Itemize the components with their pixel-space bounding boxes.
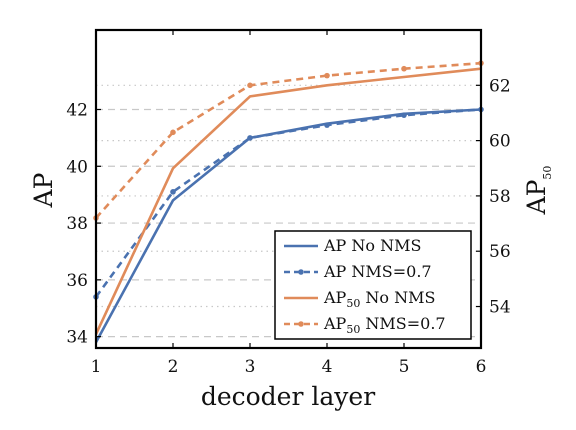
x-tick-label: 1 [91, 357, 102, 377]
y-left-tick-label: 42 [66, 101, 88, 121]
legend-label-4: AP50 NMS=0.7 [323, 314, 446, 336]
y-left-tick-label: 36 [66, 271, 88, 291]
series-line-2 [94, 108, 482, 298]
x-tick-label: 4 [322, 357, 333, 377]
y-left-tick-label: 34 [66, 328, 88, 348]
legend-marker [298, 321, 304, 327]
y-axis-left-label: AP [29, 173, 58, 209]
x-tick-label: 5 [399, 357, 410, 377]
data-point [247, 135, 253, 141]
data-point [170, 129, 176, 136]
legend: AP No NMS AP NMS=0.7 AP50 No NMS AP50 NMS=0… [274, 230, 472, 340]
y-right-tick-label: 54 [489, 298, 511, 318]
legend-marker [298, 269, 304, 275]
x-tick-label: 2 [168, 357, 179, 377]
y-right-tick-label: 56 [489, 242, 511, 262]
data-point [324, 72, 330, 79]
y-left-tick-label: 38 [66, 214, 88, 234]
data-point [170, 189, 176, 195]
x-tick-label: 6 [476, 357, 487, 377]
y-right-tick-label: 60 [489, 132, 511, 152]
data-point [324, 122, 330, 128]
series-lines [93, 60, 484, 343]
x-tick-label: 3 [245, 357, 256, 377]
legend-label-1: AP No NMS [323, 236, 421, 255]
data-point [401, 65, 407, 72]
x-axis-label: decoder layer [201, 382, 375, 411]
y-axis-right-label: AP50 [522, 166, 554, 216]
plot-frame [94, 28, 483, 350]
legend-label-2: AP NMS=0.7 [323, 262, 432, 281]
data-point [401, 112, 407, 118]
data-point [247, 82, 253, 89]
legend-box [274, 230, 472, 340]
y-right-tick-label: 58 [489, 187, 511, 207]
legend-label-3: AP50 No NMS [323, 288, 435, 310]
series-line-3 [94, 67, 482, 335]
series-line-4 [95, 61, 482, 219]
series-line-1 [94, 108, 482, 343]
y-right-tick-label: 62 [489, 76, 511, 96]
y-left-tick-label: 40 [66, 157, 88, 177]
